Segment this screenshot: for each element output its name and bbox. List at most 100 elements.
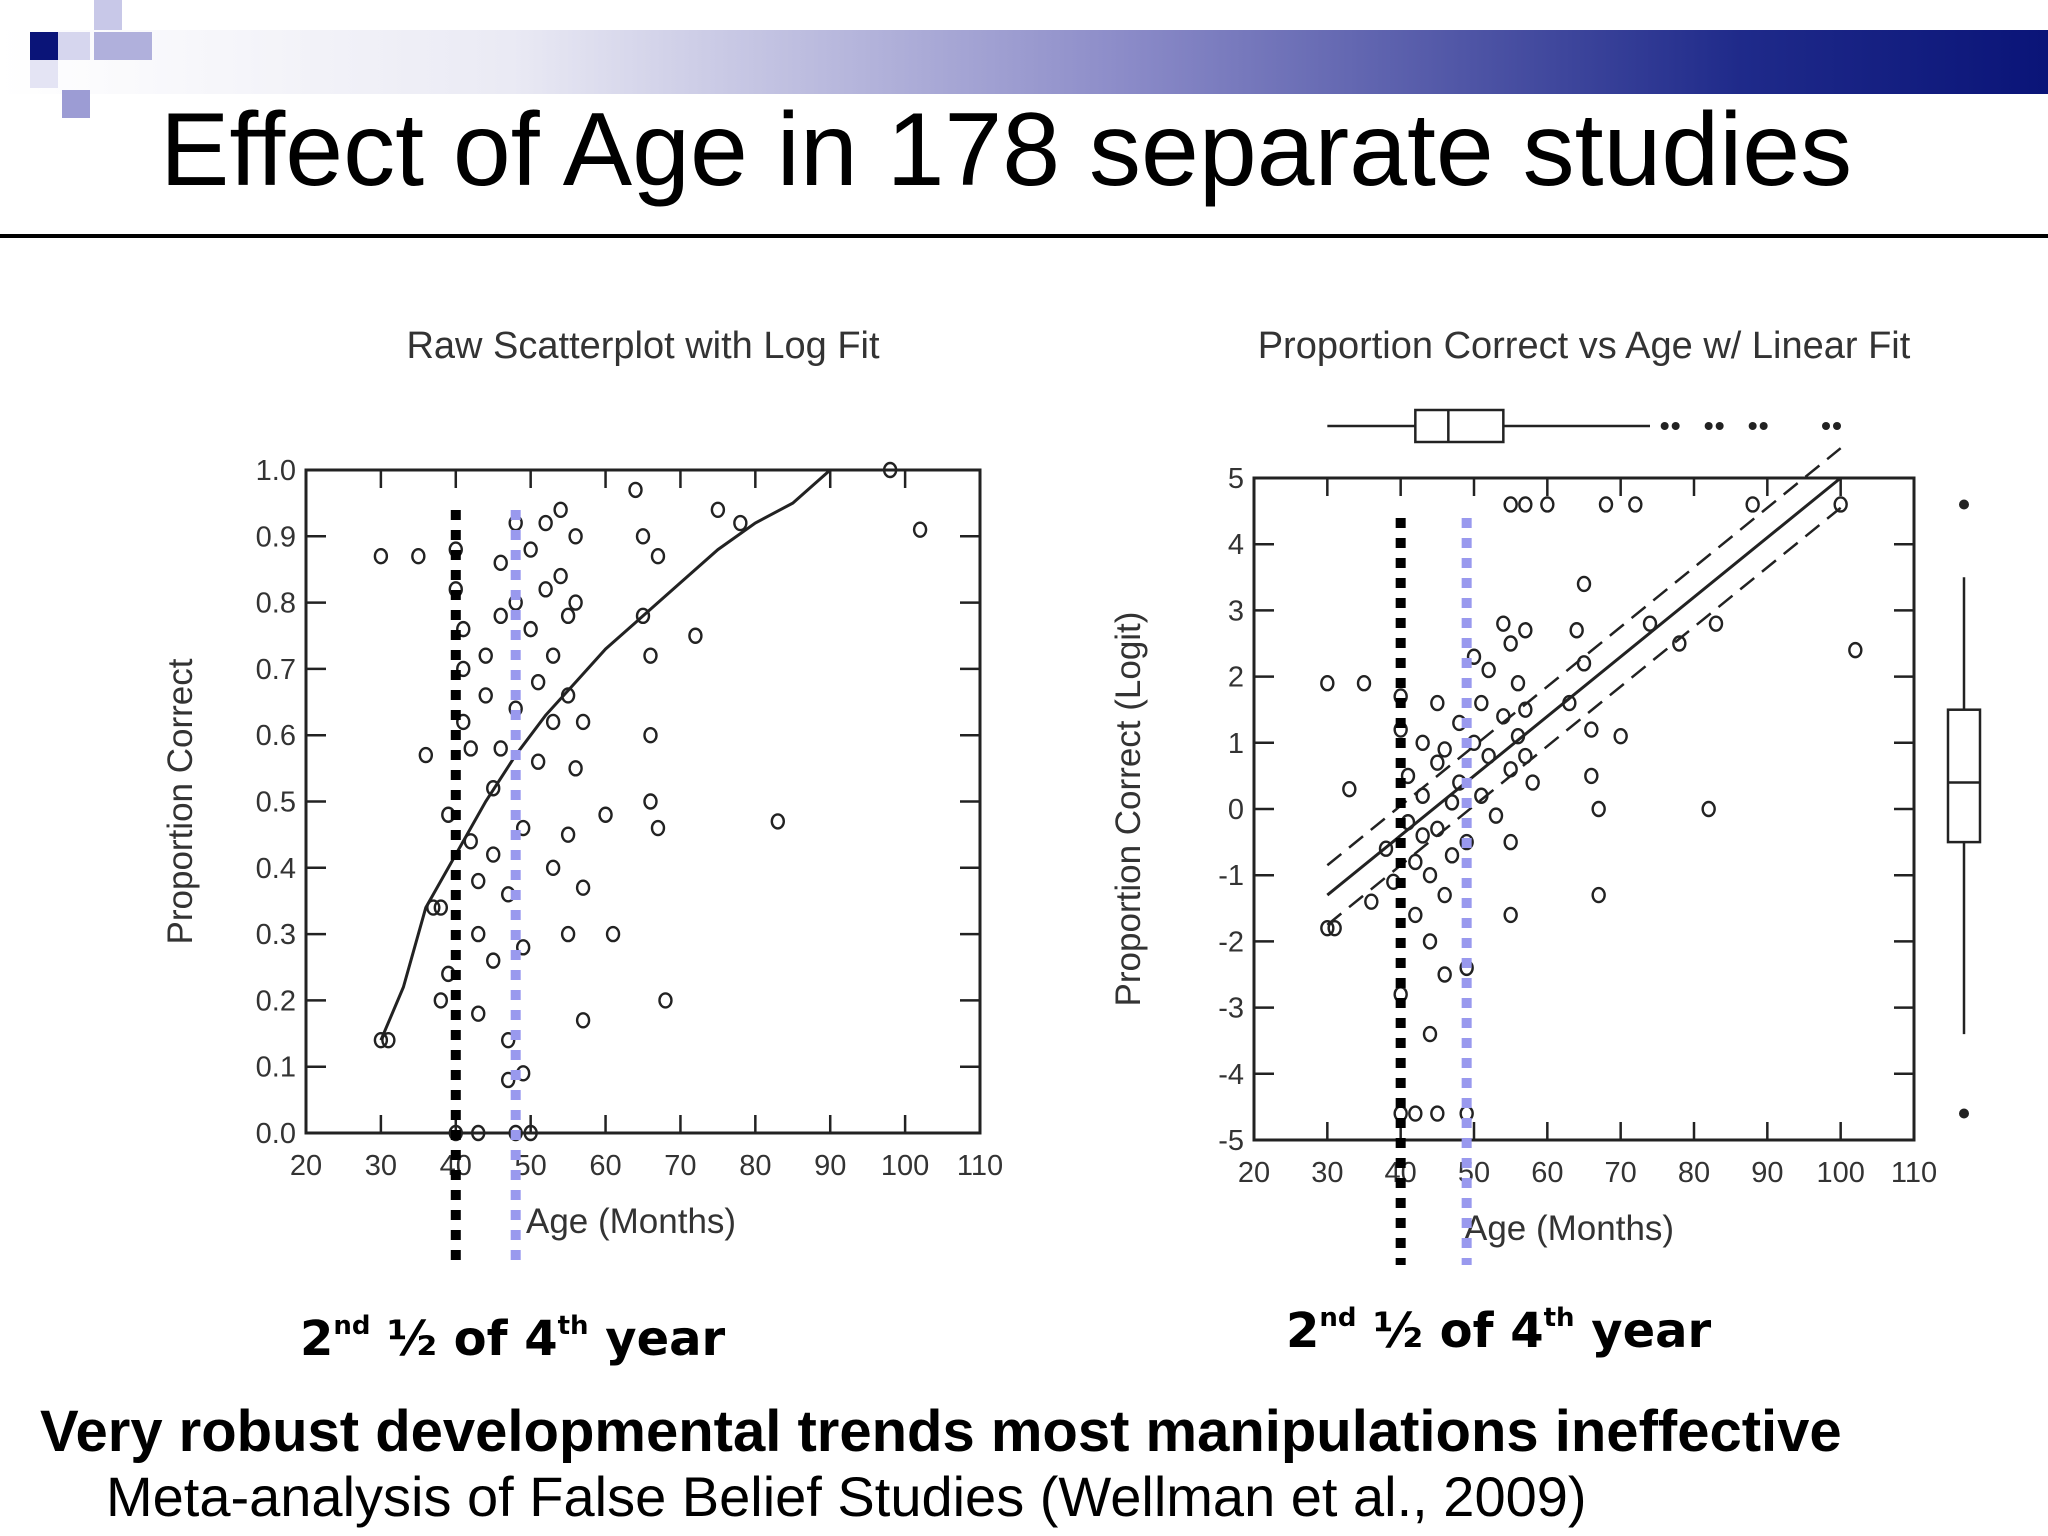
conclusion-text: Very robust developmental trends most ma…: [40, 1399, 1842, 1464]
year-note-half: ½ of 4: [1373, 1303, 1544, 1359]
x-tick-label: 70: [1605, 1157, 1637, 1189]
y-axis-label: Proportion Correct (Logit): [1109, 612, 1148, 1007]
data-point: [478, 687, 493, 704]
x-tick-label: 100: [881, 1150, 929, 1182]
data-point: [1408, 906, 1423, 924]
data-point: [523, 541, 538, 558]
plot-frame: [304, 468, 982, 1135]
data-point: [456, 660, 471, 678]
data-point: [471, 1005, 486, 1022]
data-point: [1576, 575, 1592, 593]
logo-square-mid: [94, 0, 122, 30]
data-point: [1584, 721, 1599, 738]
data-point: [628, 481, 643, 499]
data-point: [486, 780, 501, 797]
data-point: [1576, 655, 1592, 672]
year-note-right: 2nd ½ of 4th year: [1286, 1294, 1711, 1359]
citation-text: Meta-analysis of False Belief Studies (W…: [106, 1465, 1587, 1528]
data-point: [568, 528, 583, 545]
data-point: [568, 594, 583, 611]
data-point: [1745, 496, 1760, 513]
x-tick-label: 30: [365, 1150, 397, 1182]
y-tick-label: 0.7: [256, 654, 296, 686]
data-point: [1430, 1105, 1445, 1122]
data-point: [1540, 496, 1555, 513]
x-tick-label: 90: [1751, 1157, 1783, 1189]
year-note-left: 2nd ½ of 4th year: [300, 1302, 725, 1367]
data-point: [643, 647, 658, 664]
x-tick-label: 20: [1238, 1157, 1270, 1189]
data-point: [471, 925, 486, 943]
data-point: [1320, 675, 1335, 692]
title-rule: [0, 234, 2048, 238]
data-point: [1503, 496, 1518, 513]
y-tick-label: 2: [1228, 662, 1244, 694]
data-point: [1327, 919, 1342, 937]
x-axis-label: Age (Months): [1464, 1209, 1674, 1248]
y-tick-label: 4: [1228, 529, 1244, 561]
x-axis-label: Age (Months): [526, 1202, 736, 1241]
y-tick-label: 0.9: [256, 521, 296, 553]
data-point: [523, 620, 538, 638]
fit-line: [379, 468, 832, 1041]
year-note-sup: nd: [333, 1311, 371, 1341]
data-point: [1320, 919, 1335, 937]
y-tick-label: 3: [1228, 595, 1244, 627]
data-point: [635, 528, 651, 545]
data-point: [1466, 648, 1482, 665]
data-point: [635, 607, 651, 625]
data-point: [882, 461, 898, 479]
x-tick-label: 30: [1311, 1157, 1343, 1189]
data-point: [433, 992, 448, 1009]
y-tick-label: 0: [1228, 794, 1244, 826]
data-point: [1598, 496, 1614, 513]
data-point: [1364, 893, 1379, 910]
data-point: [478, 647, 493, 664]
data-point: [1422, 933, 1438, 950]
year-note-half: ½ of 4: [387, 1311, 558, 1367]
data-point: [515, 939, 531, 956]
x-tick-label: 110: [1891, 1157, 1937, 1189]
data-point: [538, 581, 553, 598]
data-point: [1642, 615, 1658, 632]
logo-square-light: [58, 32, 90, 60]
data-point: [418, 746, 434, 764]
data-point: [1584, 767, 1599, 785]
y-tick-label: 0.2: [256, 985, 296, 1017]
data-point: [486, 846, 501, 863]
data-point: [1342, 780, 1357, 798]
x-tick-label: 110: [957, 1150, 1003, 1182]
top-boxplot-outlier: [1748, 422, 1757, 430]
logo-square-dark: [30, 32, 58, 60]
top-boxplot-box: [1414, 408, 1505, 444]
y-tick-label: -4: [1218, 1059, 1244, 1091]
logo-square-light-2: [30, 60, 58, 88]
data-point: [553, 567, 568, 585]
data-point: [710, 501, 726, 518]
data-point: [1437, 741, 1452, 758]
y-tick-label: 0.5: [256, 787, 296, 819]
year-note-tail: year: [1591, 1303, 1712, 1359]
right-boxplot-box: [1946, 708, 1982, 844]
data-point: [1430, 820, 1445, 838]
data-point: [1503, 906, 1518, 924]
year-note-tail: year: [605, 1311, 726, 1367]
data-point: [598, 806, 613, 823]
data-point: [471, 1124, 486, 1142]
y-tick-label: 0.1: [256, 1052, 296, 1084]
x-tick-label: 80: [1678, 1157, 1710, 1189]
x-tick-label: 60: [1531, 1157, 1563, 1189]
data-point: [545, 859, 561, 876]
data-point: [560, 826, 576, 843]
year-note-sup-2: th: [1543, 1303, 1575, 1333]
data-point: [493, 554, 508, 572]
data-point: [1437, 886, 1452, 904]
data-point: [1415, 734, 1430, 751]
data-point: [1848, 641, 1863, 659]
y-tick-label: -3: [1218, 993, 1244, 1025]
data-point: [688, 627, 703, 644]
data-point: [1422, 1025, 1438, 1043]
x-tick-label: 60: [589, 1150, 621, 1182]
